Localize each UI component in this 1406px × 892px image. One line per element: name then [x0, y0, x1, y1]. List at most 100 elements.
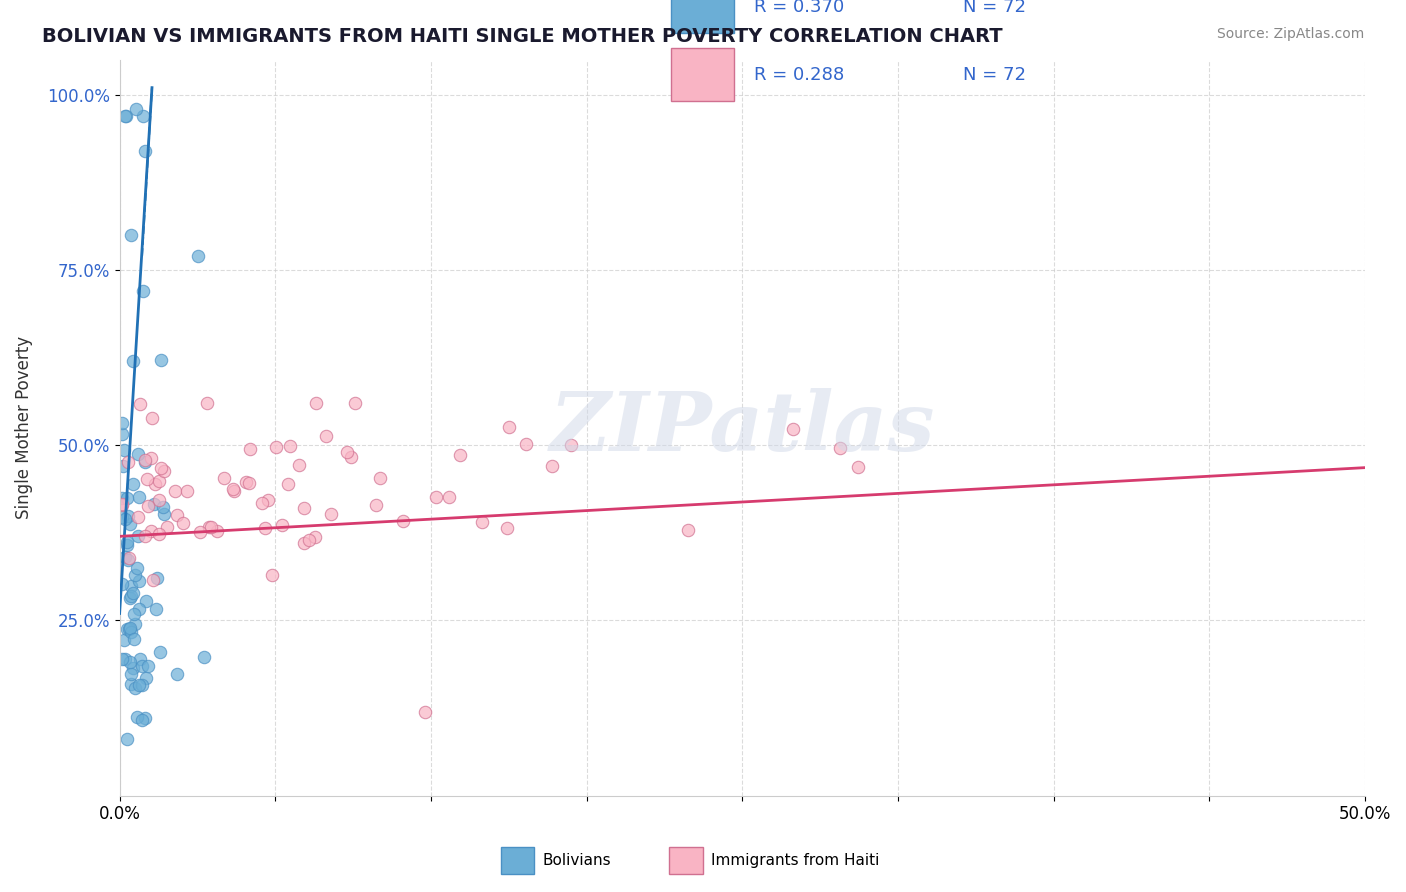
- Immigrants from Haiti: [176, 483, 198, 498]
- Text: Bolivians: Bolivians: [543, 854, 612, 868]
- Immigrants from Haiti: [235, 475, 257, 489]
- Bolivians: [111, 491, 134, 505]
- Text: Immigrants from Haiti: Immigrants from Haiti: [711, 854, 880, 868]
- Bolivians: [152, 500, 174, 514]
- Bolivians: [118, 591, 141, 606]
- Bolivians: [127, 447, 149, 461]
- Bolivians: [143, 497, 166, 511]
- Bolivians: [122, 607, 145, 621]
- Bolivians: [128, 602, 150, 616]
- Bolivians: [134, 455, 156, 469]
- Immigrants from Haiti: [288, 458, 311, 473]
- Bolivians: [124, 102, 146, 116]
- Bolivians: [114, 652, 136, 666]
- Bolivians: [120, 656, 142, 670]
- Bolivians: [135, 594, 157, 608]
- Immigrants from Haiti: [782, 422, 804, 436]
- Immigrants from Haiti: [139, 524, 162, 538]
- Bar: [669, 847, 703, 874]
- Bolivians: [131, 678, 153, 692]
- Immigrants from Haiti: [364, 498, 387, 512]
- Bolivians: [115, 538, 138, 552]
- Bolivians: [117, 622, 139, 636]
- Bolivians: [187, 249, 209, 263]
- Bolivians: [111, 577, 134, 591]
- Bolivians: [134, 144, 156, 158]
- Immigrants from Haiti: [336, 444, 359, 458]
- Immigrants from Haiti: [368, 470, 391, 484]
- Immigrants from Haiti: [392, 514, 415, 528]
- Immigrants from Haiti: [188, 524, 211, 539]
- Bolivians: [127, 710, 149, 724]
- Bolivians: [120, 579, 142, 593]
- Immigrants from Haiti: [212, 471, 235, 485]
- Immigrants from Haiti: [135, 473, 157, 487]
- Bolivians: [111, 652, 134, 666]
- Bolivians: [124, 616, 146, 631]
- Bolivians: [121, 586, 143, 600]
- Bolivians: [122, 632, 145, 647]
- Bolivians: [115, 109, 138, 123]
- Immigrants from Haiti: [149, 461, 172, 475]
- Immigrants from Haiti: [205, 524, 228, 539]
- Bolivians: [135, 671, 157, 685]
- Bolivians: [120, 589, 142, 603]
- Bolivians: [115, 535, 138, 549]
- Immigrants from Haiti: [540, 458, 562, 473]
- Bolivians: [120, 677, 142, 691]
- Immigrants from Haiti: [315, 429, 337, 443]
- Bolivians: [115, 731, 138, 746]
- Bolivians: [111, 510, 134, 524]
- Immigrants from Haiti: [270, 518, 292, 533]
- Bolivians: [114, 512, 136, 526]
- Bolivians: [117, 553, 139, 567]
- Immigrants from Haiti: [139, 451, 162, 466]
- Bolivians: [122, 476, 145, 491]
- Bolivians: [128, 678, 150, 692]
- Bar: [501, 847, 534, 874]
- Immigrants from Haiti: [143, 476, 166, 491]
- Text: ZIPatlas: ZIPatlas: [550, 388, 935, 467]
- Bolivians: [128, 574, 150, 589]
- Bolivians: [138, 659, 160, 673]
- Immigrants from Haiti: [118, 550, 141, 565]
- Immigrants from Haiti: [166, 508, 188, 522]
- Bolivians: [193, 650, 215, 665]
- Text: N = 72: N = 72: [963, 0, 1025, 16]
- Bolivians: [166, 667, 188, 681]
- Bar: [671, 47, 734, 101]
- Immigrants from Haiti: [319, 507, 342, 521]
- Bolivians: [132, 109, 155, 123]
- Immigrants from Haiti: [304, 530, 326, 544]
- Immigrants from Haiti: [292, 536, 315, 550]
- Bolivians: [122, 660, 145, 674]
- Immigrants from Haiti: [498, 419, 520, 434]
- Immigrants from Haiti: [222, 483, 245, 498]
- Immigrants from Haiti: [134, 453, 156, 467]
- Bolivians: [146, 571, 169, 585]
- Bolivians: [145, 601, 167, 615]
- Bolivians: [117, 509, 139, 524]
- Bolivians: [112, 632, 135, 647]
- Immigrants from Haiti: [148, 527, 170, 541]
- Bolivians: [120, 621, 142, 635]
- Immigrants from Haiti: [129, 397, 152, 411]
- Bolivians: [114, 550, 136, 565]
- Bolivians: [149, 645, 172, 659]
- Bolivians: [111, 417, 134, 431]
- Immigrants from Haiti: [413, 705, 436, 719]
- Immigrants from Haiti: [197, 520, 219, 534]
- Immigrants from Haiti: [163, 484, 186, 499]
- Text: N = 72: N = 72: [963, 66, 1025, 84]
- Bolivians: [124, 567, 146, 582]
- Immigrants from Haiti: [830, 442, 852, 456]
- Immigrants from Haiti: [277, 476, 299, 491]
- Immigrants from Haiti: [560, 438, 582, 452]
- Bolivians: [111, 427, 134, 442]
- Text: BOLIVIAN VS IMMIGRANTS FROM HAITI SINGLE MOTHER POVERTY CORRELATION CHART: BOLIVIAN VS IMMIGRANTS FROM HAITI SINGLE…: [42, 27, 1002, 45]
- Immigrants from Haiti: [134, 529, 156, 543]
- Immigrants from Haiti: [292, 501, 315, 516]
- Bolivians: [127, 529, 149, 543]
- Bolivians: [128, 490, 150, 504]
- Y-axis label: Single Mother Poverty: Single Mother Poverty: [15, 336, 32, 519]
